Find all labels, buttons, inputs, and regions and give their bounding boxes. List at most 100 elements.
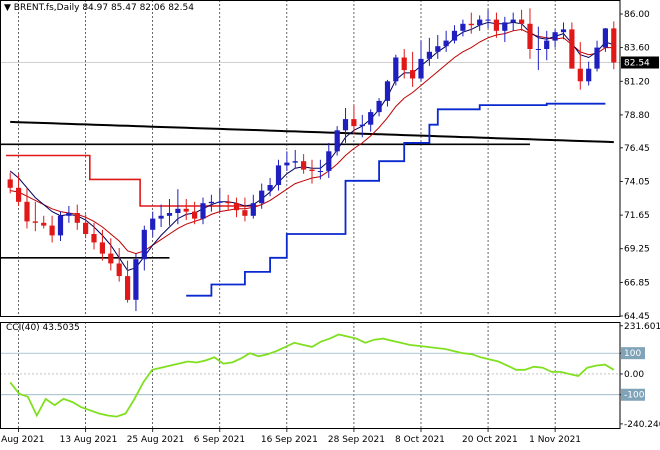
candle-body	[141, 229, 147, 260]
cci-pane-frame	[0, 322, 621, 429]
cci-tick-label: -100	[624, 391, 645, 401]
candle-body	[24, 201, 30, 222]
candle-body	[7, 179, 13, 188]
candle-body	[410, 70, 416, 79]
candle-body	[200, 203, 206, 219]
candle-body	[485, 19, 491, 21]
price-overlays	[0, 21, 614, 297]
candle-body	[217, 201, 223, 203]
time-tick-label: 3 Aug 2021	[0, 435, 45, 445]
candle-body	[602, 28, 608, 48]
price-pane-frame	[0, 0, 621, 317]
candle-body	[275, 165, 282, 185]
dropdown-arrow-icon[interactable]: ▼	[4, 3, 11, 13]
cci-tick-label: 231.601	[624, 322, 660, 332]
candle-body	[57, 215, 64, 236]
candle-body	[91, 234, 97, 243]
candle-body	[401, 57, 407, 71]
price-tick-label: 86.00	[624, 10, 650, 20]
long-ma-line	[10, 120, 614, 144]
candle-body	[83, 222, 89, 234]
price-tick-label: 81.20	[624, 77, 650, 87]
candle-body	[477, 19, 483, 26]
ohlc-values: 84.97 85.47 82.06 82.54	[82, 3, 194, 13]
time-tick-label: 20 Oct 2021	[462, 435, 518, 445]
time-tick-label: 25 Aug 2021	[127, 435, 185, 445]
trailing-stop-blue	[186, 102, 606, 297]
cci-axis: 231.601 100 0.00 -100 -240.240	[620, 322, 660, 430]
candle-body	[259, 190, 265, 204]
time-tick-label: 28 Sep 2021	[328, 435, 385, 445]
candle-body	[125, 276, 131, 300]
candle-body	[99, 242, 105, 254]
candle-body	[435, 46, 441, 52]
candle-body	[611, 28, 617, 63]
candle-body	[443, 40, 449, 47]
candle-body	[552, 32, 558, 41]
candle-body	[116, 263, 122, 277]
candle-body	[334, 130, 340, 152]
symbol-label: BRENT.fs,Daily	[13, 3, 80, 13]
candle-body	[208, 201, 214, 204]
time-tick-label: 1 Nov 2021	[529, 435, 581, 445]
candle-body	[183, 208, 189, 212]
candle-body	[426, 51, 432, 59]
candle-body	[49, 225, 55, 236]
current-price-label: 82.54	[624, 58, 650, 68]
candle-body	[351, 119, 357, 127]
candle-body	[158, 215, 164, 219]
chart-header: ▼ BRENT.fs,Daily 84.97 85.47 82.06 82.54	[4, 3, 194, 13]
cci-tick-label: -240.240	[624, 420, 660, 430]
time-axis: 3 Aug 2021 13 Aug 2021 25 Aug 2021 6 Sep 20…	[0, 428, 581, 445]
candle-body	[577, 68, 583, 82]
candle-body	[133, 259, 139, 300]
price-tick-label: 78.80	[624, 111, 650, 121]
candle-body	[326, 151, 332, 171]
cci-tick-label: 0.00	[624, 370, 644, 380]
time-tick-label: 16 Sep 2021	[261, 435, 318, 445]
candle-body	[225, 201, 231, 204]
cci-grid	[0, 352, 620, 396]
trailing-stop-red	[6, 154, 258, 207]
time-tick-label: 6 Sep 2021	[194, 435, 245, 445]
candle-body	[519, 19, 525, 24]
candle-body	[16, 187, 22, 202]
cci-label: CCI(40) 43.5035	[6, 323, 80, 333]
candle-body	[560, 29, 567, 33]
price-axis: 86.00 83.60 81.20 78.80 76.45 74.05 71.65 69.25…	[620, 10, 659, 322]
price-tick-label: 83.60	[624, 44, 650, 54]
candle-body	[569, 29, 575, 69]
price-tick-label: 66.85	[624, 278, 650, 288]
candle-body	[544, 40, 550, 49]
candle-body	[384, 81, 391, 101]
price-tick-label: 64.45	[624, 312, 650, 322]
cci-tick-label: 100	[624, 349, 641, 359]
candle-body	[242, 210, 248, 216]
candle-body	[586, 68, 592, 82]
candles	[7, 8, 617, 312]
candle-body	[527, 23, 533, 49]
cci-line	[9, 333, 615, 418]
candle-body	[376, 100, 382, 113]
cci-header: CCI(40) 43.5035	[6, 323, 80, 333]
slow-ma-line	[10, 28, 614, 255]
candle-body	[267, 185, 273, 191]
cci-level-tag	[621, 347, 645, 360]
candle-body	[418, 58, 424, 79]
time-tick-label: 8 Oct 2021	[395, 435, 445, 445]
candle-body	[535, 49, 541, 50]
candle-body	[368, 112, 374, 125]
candle-body	[166, 213, 173, 216]
price-tick-label: 74.05	[624, 177, 650, 187]
candle-body	[150, 218, 156, 230]
candle-body	[108, 253, 114, 264]
price-grid	[0, 0, 620, 428]
cci-level-tag	[621, 388, 645, 401]
candle-body	[41, 222, 47, 226]
candle-body	[317, 171, 323, 172]
price-tick-label: 76.45	[624, 144, 650, 154]
candle-body	[460, 23, 466, 31]
candle-body	[192, 211, 198, 219]
chart-frame	[0, 0, 621, 429]
